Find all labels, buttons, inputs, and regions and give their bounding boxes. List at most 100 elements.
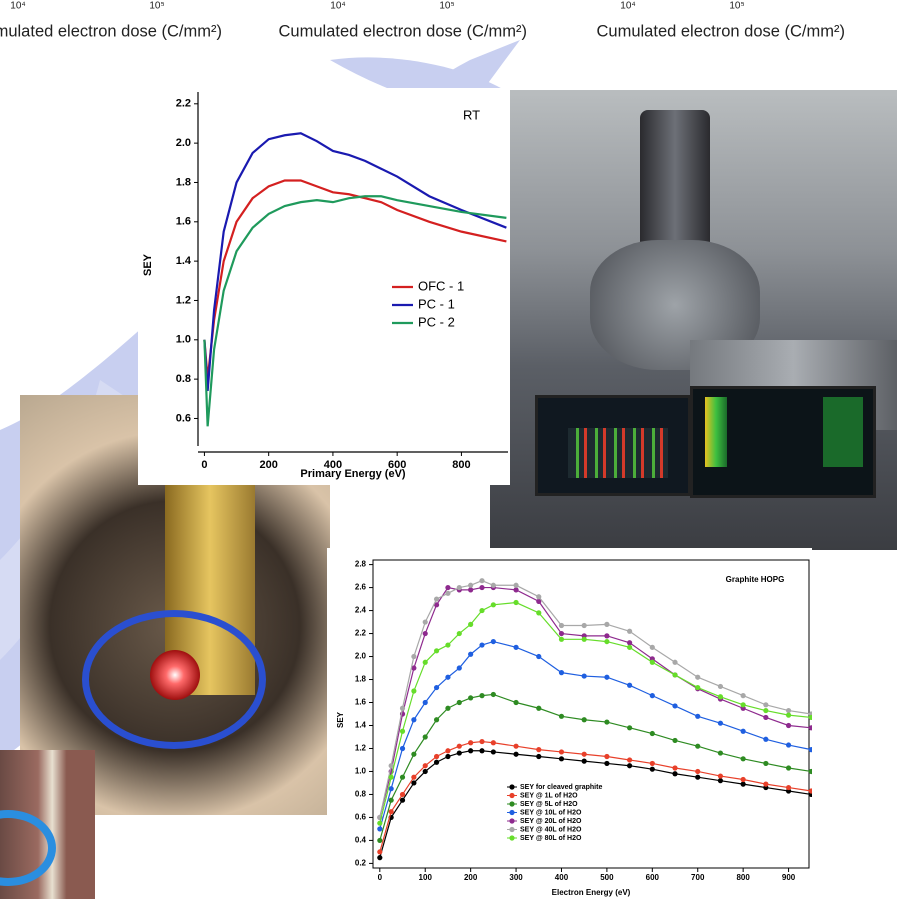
x-tick-label: 900 xyxy=(782,873,796,882)
y-tick-label: 0.6 xyxy=(355,813,367,822)
x-axis-label: Primary Energy (eV) xyxy=(300,468,405,480)
blue-arc xyxy=(0,810,56,886)
series-line xyxy=(380,751,811,858)
y-tick-label: 1.2 xyxy=(176,294,191,306)
data-point xyxy=(650,693,655,698)
lab-photo xyxy=(490,90,897,550)
sey-chart-hopg: 0.20.40.60.81.01.21.41.61.82.02.22.42.62… xyxy=(327,548,812,899)
data-point xyxy=(718,778,723,783)
tick-label: 10⁵ xyxy=(439,1,454,12)
series-line xyxy=(204,133,506,391)
collage: Cumulated electron dose (C/mm²) Cumulated… xyxy=(0,0,897,899)
y-tick-label: 1.4 xyxy=(176,255,192,267)
x-tick-label: 100 xyxy=(419,873,433,882)
y-tick-label: 2.6 xyxy=(355,583,367,592)
x-axis-label: Electron Energy (eV) xyxy=(552,888,631,897)
data-point xyxy=(468,652,473,657)
axis-label: Cumulated electron dose (C/mm²) xyxy=(0,22,222,40)
data-point xyxy=(434,760,439,765)
y-tick-label: 2.4 xyxy=(355,606,367,615)
legend-marker xyxy=(509,793,514,798)
data-point xyxy=(491,749,496,754)
data-point xyxy=(445,675,450,680)
tick-label: 10⁵ xyxy=(149,1,164,12)
legend-label: SEY @ 5L of H2O xyxy=(520,801,578,808)
data-point xyxy=(536,594,541,599)
data-point xyxy=(423,763,428,768)
data-point xyxy=(718,721,723,726)
data-point xyxy=(445,642,450,647)
texture-photo xyxy=(0,750,95,899)
data-point xyxy=(695,775,700,780)
legend-marker xyxy=(509,801,514,806)
x-tick-label: 0 xyxy=(201,459,207,471)
data-point xyxy=(650,767,655,772)
data-point xyxy=(423,619,428,624)
data-point xyxy=(604,761,609,766)
data-point xyxy=(741,693,746,698)
data-point xyxy=(513,700,518,705)
y-tick-label: 1.8 xyxy=(355,675,367,684)
data-point xyxy=(604,639,609,644)
data-point xyxy=(604,754,609,759)
data-point xyxy=(536,754,541,759)
tick-label: 10⁴ xyxy=(10,1,25,12)
data-point xyxy=(491,692,496,697)
data-point xyxy=(536,654,541,659)
screen-content xyxy=(823,397,863,467)
x-tick-label: 800 xyxy=(452,459,470,471)
data-point xyxy=(718,694,723,699)
series-line xyxy=(380,694,811,840)
data-point xyxy=(582,717,587,722)
data-point xyxy=(672,771,677,776)
data-point xyxy=(513,583,518,588)
data-point xyxy=(479,642,484,647)
legend-label: OFC - 1 xyxy=(418,278,464,293)
data-point xyxy=(627,683,632,688)
y-tick-label: 1.6 xyxy=(176,216,191,228)
tick-label: 10⁴ xyxy=(620,1,635,12)
data-point xyxy=(468,583,473,588)
data-point xyxy=(400,798,405,803)
data-point xyxy=(604,719,609,724)
data-point xyxy=(559,637,564,642)
data-point xyxy=(434,596,439,601)
data-point xyxy=(627,645,632,650)
data-point xyxy=(786,723,791,728)
data-point xyxy=(559,623,564,628)
data-point xyxy=(411,780,416,785)
data-point xyxy=(457,700,462,705)
data-point xyxy=(434,717,439,722)
data-point xyxy=(786,708,791,713)
y-tick-label: 1.8 xyxy=(176,176,191,188)
axis-label: Cumulated electron dose (C/mm²) xyxy=(597,22,846,40)
data-point xyxy=(695,714,700,719)
data-point xyxy=(741,777,746,782)
y-tick-label: 0.6 xyxy=(176,412,191,424)
data-point xyxy=(672,765,677,770)
data-point xyxy=(695,744,700,749)
data-point xyxy=(468,587,473,592)
x-tick-label: 0 xyxy=(378,873,383,882)
x-tick-label: 600 xyxy=(646,873,660,882)
data-point xyxy=(479,739,484,744)
y-tick-label: 1.6 xyxy=(355,698,367,707)
data-point xyxy=(763,761,768,766)
data-point xyxy=(411,752,416,757)
data-point xyxy=(445,748,450,753)
data-point xyxy=(457,665,462,670)
data-point xyxy=(423,631,428,636)
x-tick-label: 700 xyxy=(691,873,705,882)
data-point xyxy=(479,585,484,590)
x-tick-label: 400 xyxy=(555,873,569,882)
data-point xyxy=(559,670,564,675)
data-point xyxy=(627,763,632,768)
screen-content xyxy=(705,397,727,467)
data-point xyxy=(491,639,496,644)
annotation: RT xyxy=(463,107,480,122)
data-point xyxy=(604,622,609,627)
y-tick-label: 1.4 xyxy=(355,721,367,730)
data-point xyxy=(627,640,632,645)
data-point xyxy=(411,717,416,722)
data-point xyxy=(627,629,632,634)
